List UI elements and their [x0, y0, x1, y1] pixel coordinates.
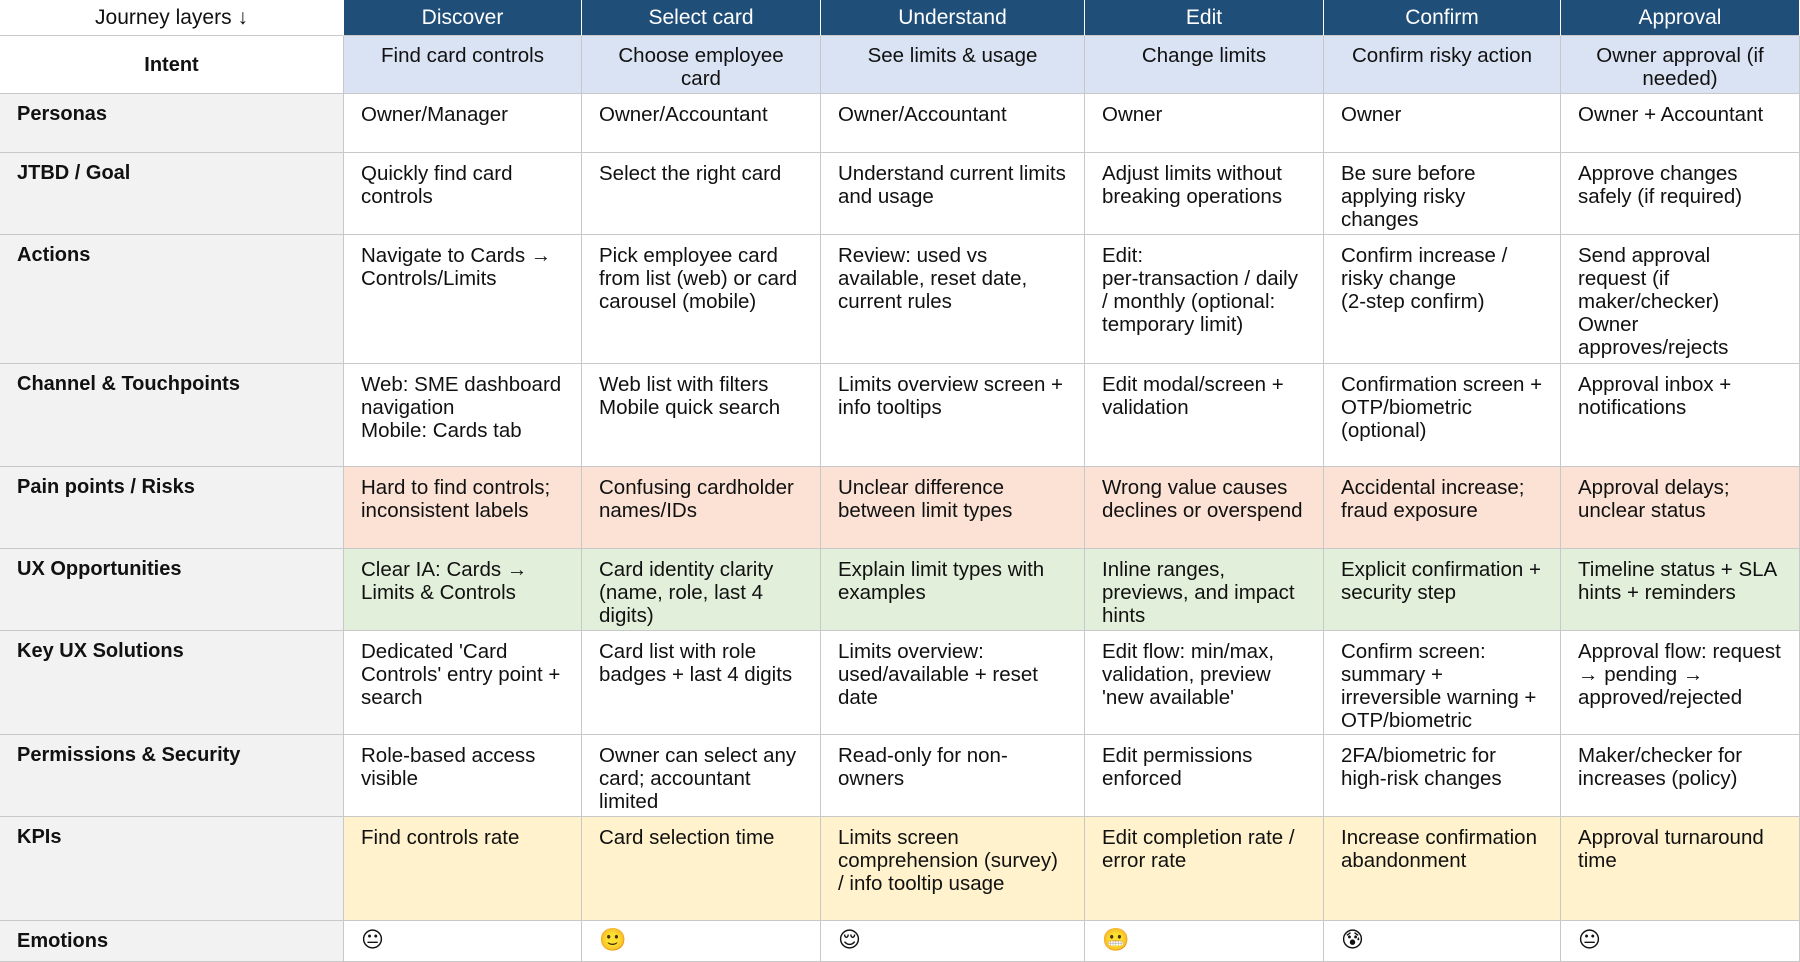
- cell-text: Web: SME dashboard navigation Mobile: Ca…: [344, 364, 582, 467]
- cell-text: Edit permissions enforced: [1085, 735, 1324, 817]
- cell-text: Card selection time: [582, 817, 821, 921]
- cell-text: Change limits: [1085, 36, 1324, 94]
- cell-text: Owner: [1085, 94, 1324, 153]
- cell-text: Role-based access visible: [344, 735, 582, 817]
- corner-header: Journey layers ↓: [0, 0, 344, 36]
- cell-text: Edit flow: min/max, validation, preview …: [1085, 631, 1324, 735]
- cell-text: Clear IA: Cards → Limits & Controls: [344, 549, 582, 631]
- cell-text: Be sure before applying risky changes: [1324, 153, 1561, 235]
- cell-text: Dedicated 'Card Controls' entry point + …: [344, 631, 582, 735]
- cell-text: Find card controls: [344, 36, 582, 94]
- cell-text: Confirm increase / risky change (2-step …: [1324, 235, 1561, 364]
- cell-text: Confirmation screen + OTP/biometric (opt…: [1324, 364, 1561, 467]
- cell-text: Approval delays; unclear status: [1561, 467, 1800, 549]
- row-label: Intent: [0, 36, 344, 94]
- cell-text: Owner/Accountant: [582, 94, 821, 153]
- cell-text: Edit completion rate / error rate: [1085, 817, 1324, 921]
- cell-text: Edit modal/screen + validation: [1085, 364, 1324, 467]
- cell-text: Send approval request (if maker/checker)…: [1561, 235, 1800, 364]
- emotion: 🙂: [582, 921, 821, 962]
- cell-text: Adjust limits without breaking operation…: [1085, 153, 1324, 235]
- stage-header: Confirm: [1324, 0, 1561, 36]
- cell-text: Review: used vs available, reset date, c…: [821, 235, 1085, 364]
- cell-text: Unclear difference between limit types: [821, 467, 1085, 549]
- cell-text: Find controls rate: [344, 817, 582, 921]
- cell-text: Web list with filters Mobile quick searc…: [582, 364, 821, 467]
- emotion: 😰: [1324, 921, 1561, 962]
- cell-text: Owner + Accountant: [1561, 94, 1800, 153]
- row-label: Key UX Solutions: [0, 631, 344, 735]
- cell-text: Read-only for non-owners: [821, 735, 1085, 817]
- cell-text: Limits overview: used/available + reset …: [821, 631, 1085, 735]
- cell-text: Confusing cardholder names/IDs: [582, 467, 821, 549]
- cell-text: Owner can select any card; accountant li…: [582, 735, 821, 817]
- cell-text: Quickly find card controls: [344, 153, 582, 235]
- cell-text: Hard to find controls; inconsistent labe…: [344, 467, 582, 549]
- cell-text: Inline ranges, previews, and impact hint…: [1085, 549, 1324, 631]
- cell-text: Approval turnaround time: [1561, 817, 1800, 921]
- cell-text: Timeline status + SLA hints + reminders: [1561, 549, 1800, 631]
- cell-text: Confirm risky action: [1324, 36, 1561, 94]
- row-label: Emotions: [0, 921, 344, 962]
- cell-text: Edit: per-transaction / daily / monthly …: [1085, 235, 1324, 364]
- cell-text: Pick employee card from list (web) or ca…: [582, 235, 821, 364]
- stage-header: Edit: [1085, 0, 1324, 36]
- cell-text: Wrong value causes declines or overspend: [1085, 467, 1324, 549]
- cell-text: Card list with role badges + last 4 digi…: [582, 631, 821, 735]
- row-label: KPIs: [0, 817, 344, 921]
- cell-text: Explicit confirmation + security step: [1324, 549, 1561, 631]
- cell-text: See limits & usage: [821, 36, 1085, 94]
- cell-text: Navigate to Cards → Controls/Limits: [344, 235, 582, 364]
- cell-text: Owner/Manager: [344, 94, 582, 153]
- cell-text: Increase confirmation abandonment: [1324, 817, 1561, 921]
- row-label: Actions: [0, 235, 344, 364]
- row-label: JTBD / Goal: [0, 153, 344, 235]
- row-label: Channel & Touchpoints: [0, 364, 344, 467]
- cell-text: 2FA/biometric for high-risk changes: [1324, 735, 1561, 817]
- row-label: Personas: [0, 94, 344, 153]
- cell-text: Explain limit types with examples: [821, 549, 1085, 631]
- cell-text: Limits screen comprehension (survey) / i…: [821, 817, 1085, 921]
- row-label: UX Opportunities: [0, 549, 344, 631]
- stage-header: Discover: [344, 0, 582, 36]
- cell-text: Owner approval (if needed): [1561, 36, 1800, 94]
- cell-text: Accidental increase; fraud exposure: [1324, 467, 1561, 549]
- cell-text: Understand current limits and usage: [821, 153, 1085, 235]
- cell-text: Approve changes safely (if required): [1561, 153, 1800, 235]
- cell-text: Choose employee card: [582, 36, 821, 94]
- cell-text: Owner: [1324, 94, 1561, 153]
- cell-text: Approval flow: request → pending → appro…: [1561, 631, 1800, 735]
- emotion: 😌: [821, 921, 1085, 962]
- cell-text: Confirm screen: summary + irreversible w…: [1324, 631, 1561, 735]
- stage-header: Select card: [582, 0, 821, 36]
- cell-text: Approval inbox + notifications: [1561, 364, 1800, 467]
- cell-text: Owner/Accountant: [821, 94, 1085, 153]
- cell-text: Maker/checker for increases (policy): [1561, 735, 1800, 817]
- cell-text: Card identity clarity (name, role, last …: [582, 549, 821, 631]
- row-label: Permissions & Security: [0, 735, 344, 817]
- emotion: 😐: [1561, 921, 1800, 962]
- emotion: 😬: [1085, 921, 1324, 962]
- stage-header: Approval: [1561, 0, 1800, 36]
- emotion: 😐: [344, 921, 582, 962]
- stage-header: Understand: [821, 0, 1085, 36]
- row-label: Pain points / Risks: [0, 467, 344, 549]
- cell-text: Limits overview screen + info tooltips: [821, 364, 1085, 467]
- cell-text: Select the right card: [582, 153, 821, 235]
